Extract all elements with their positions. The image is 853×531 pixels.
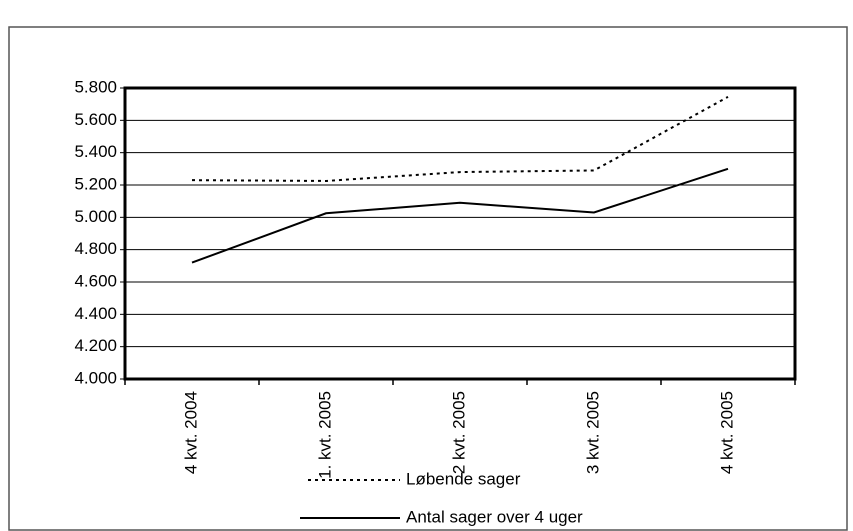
y-tick-label: 4.200 <box>74 336 117 355</box>
x-tick-label: 2 kvt. 2005 <box>449 391 468 474</box>
legend-label: Antal sager over 4 uger <box>406 507 583 526</box>
x-tick-label: 4 kvt. 2004 <box>181 391 200 474</box>
y-tick-label: 5.600 <box>74 110 117 129</box>
y-tick-label: 4.600 <box>74 271 117 290</box>
y-tick-label: 4.000 <box>74 368 117 387</box>
x-tick-label: 3 kvt. 2005 <box>583 391 602 474</box>
y-tick-label: 5.400 <box>74 142 117 161</box>
x-tick-label: 4 kvt. 2005 <box>717 391 736 474</box>
y-tick-label: 4.800 <box>74 239 117 258</box>
y-tick-label: 5.000 <box>74 207 117 226</box>
series-line <box>191 96 729 182</box>
chart-frame <box>8 26 848 531</box>
y-tick-label: 5.800 <box>74 77 117 96</box>
x-tick-label: 1. kvt. 2005 <box>315 391 334 479</box>
series-line <box>191 167 729 264</box>
y-tick-label: 4.400 <box>74 304 117 323</box>
plot-area <box>123 86 797 381</box>
legend-label: Løbende sager <box>406 469 521 488</box>
y-tick-label: 5.200 <box>74 174 117 193</box>
